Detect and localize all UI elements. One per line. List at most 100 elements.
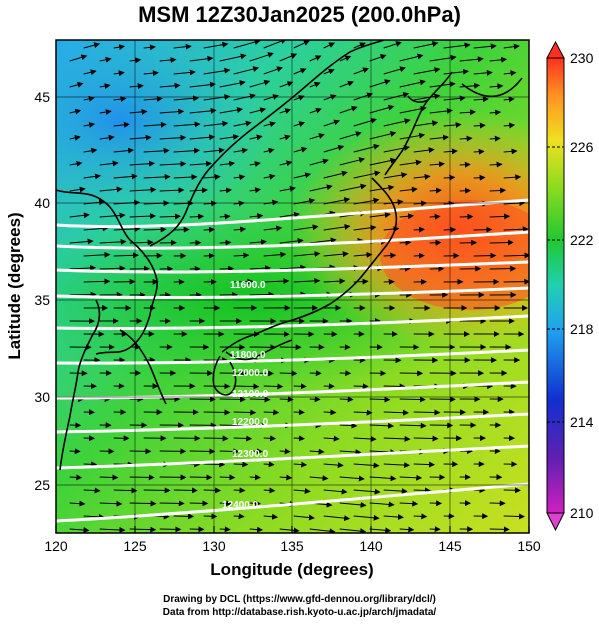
wind-arrow <box>473 96 489 103</box>
wind-arrow <box>279 448 291 455</box>
wind-arrow <box>429 134 449 141</box>
wind-arrow <box>473 122 486 129</box>
wind-arrow <box>383 172 408 179</box>
wind-arrow <box>413 67 441 75</box>
wind-arrow <box>489 161 503 168</box>
x-tick-label: 135 <box>280 538 304 554</box>
colorbar-bottom-arrow <box>546 512 565 532</box>
wind-arrow <box>143 44 156 51</box>
wind-arrow <box>293 198 316 205</box>
wind-arrow <box>353 67 369 75</box>
wind-arrow <box>503 174 522 181</box>
wind-arrow <box>339 183 367 192</box>
wind-arrow <box>203 41 229 49</box>
cold-region <box>56 40 280 230</box>
wind-arrow <box>413 226 425 233</box>
wind-arrow <box>69 527 90 533</box>
wind-arrow <box>429 213 441 220</box>
wind-arrow <box>159 134 187 141</box>
wind-arrow <box>263 251 287 258</box>
wind-arrow <box>503 148 518 155</box>
wind-arrow <box>159 82 181 89</box>
wind-arrow <box>443 95 466 102</box>
wind-arrow <box>399 474 423 481</box>
wind-arrow <box>413 409 441 416</box>
wind-arrow <box>293 121 306 127</box>
wind-arrow <box>219 107 244 114</box>
wind-arrow <box>323 278 346 285</box>
wind-arrow <box>339 475 365 482</box>
wind-arrow <box>233 66 260 75</box>
wind-arrow <box>293 224 319 231</box>
wind-arrow <box>173 174 198 181</box>
wind-arrow <box>399 132 426 140</box>
wind-arrow <box>69 186 86 193</box>
colorbar-label: 226 <box>570 139 594 155</box>
wind-arrow <box>233 461 249 468</box>
wind-arrow <box>249 526 264 533</box>
plot-area: 11600.0 11800.0 12000.0 12100.0 12200.0 … <box>56 40 529 533</box>
wind-arrow <box>309 82 321 88</box>
wind-arrow <box>323 68 335 75</box>
wind-arrow <box>159 160 187 167</box>
wind-arrow <box>143 70 159 77</box>
wind-arrow <box>249 500 261 507</box>
wind-arrow <box>489 239 514 246</box>
wind-arrow <box>353 224 377 231</box>
wind-arrow <box>249 134 263 141</box>
wind-arrow <box>399 105 427 114</box>
wind-arrow <box>323 223 351 231</box>
wind-arrow <box>339 422 358 429</box>
wind-arrow <box>383 462 411 469</box>
wind-arrow <box>353 42 366 49</box>
wind-arrow <box>143 95 163 102</box>
wind-arrow <box>339 131 362 140</box>
wind-arrow <box>263 278 290 285</box>
wind-arrow <box>503 513 526 520</box>
wind-arrow <box>383 514 404 520</box>
wind-arrow <box>293 146 308 153</box>
wind-arrow <box>369 104 395 114</box>
contour-label: 11600.0 <box>230 280 266 291</box>
wind-arrow <box>263 513 279 520</box>
wind-arrow <box>503 43 520 50</box>
wind-arrow <box>113 121 130 128</box>
wind-arrow <box>279 527 300 533</box>
wind-arrow <box>159 187 185 194</box>
wind-arrow <box>99 186 123 193</box>
wind-arrow <box>323 409 337 416</box>
wind-arrow <box>113 96 127 103</box>
wind-arrow <box>99 134 115 141</box>
wind-arrow <box>309 184 333 192</box>
wind-arrow <box>173 69 196 76</box>
wind-arrow <box>99 83 111 90</box>
wind-arrow <box>369 79 391 88</box>
wind-arrow <box>69 500 86 507</box>
map-title: MSM 12Z30Jan2025 (200.0hPa) <box>138 2 461 27</box>
contour-label: 12000.0 <box>232 368 269 379</box>
wind-arrow <box>353 514 380 521</box>
wind-arrow <box>249 474 261 481</box>
wind-arrow <box>249 79 271 88</box>
wind-arrow <box>459 56 484 63</box>
wind-arrow <box>503 96 515 103</box>
wind-arrow <box>83 147 98 154</box>
wind-arrow <box>383 118 411 127</box>
wind-arrow <box>369 54 387 62</box>
wind-arrow <box>369 501 395 508</box>
wind-arrow <box>233 226 247 233</box>
wind-arrow <box>113 487 138 494</box>
wind-arrow <box>249 291 275 298</box>
wind-arrow <box>399 526 415 533</box>
wind-arrow <box>83 225 109 232</box>
wind-arrow <box>293 68 307 75</box>
wind-arrow <box>69 108 82 115</box>
y-axis-tick-labels: 25 30 35 40 45 <box>34 89 50 493</box>
wind-arrow <box>99 500 123 507</box>
wind-arrow <box>399 500 419 507</box>
contour-label: 12300.0 <box>232 449 269 460</box>
wind-arrow <box>443 68 470 75</box>
y-tick-label: 25 <box>34 477 50 493</box>
wind-arrow <box>369 211 391 218</box>
wind-arrow <box>113 147 135 154</box>
